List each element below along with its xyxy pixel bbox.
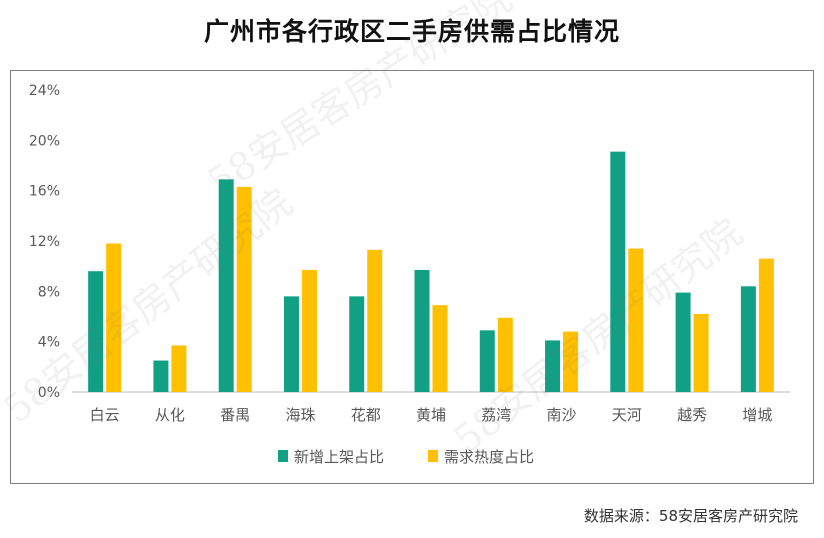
bar-demand bbox=[171, 345, 187, 392]
bar-demand bbox=[497, 317, 513, 392]
x-tick-label: 天河 bbox=[612, 406, 642, 424]
y-tick-label: 20% bbox=[29, 133, 60, 149]
x-tick-label: 南沙 bbox=[547, 406, 577, 424]
x-tick-label: 增城 bbox=[742, 406, 772, 424]
bar-demand bbox=[106, 243, 122, 392]
bar-supply bbox=[479, 330, 495, 392]
bar-supply bbox=[218, 179, 234, 392]
y-tick-label: 8% bbox=[38, 284, 60, 300]
bar-supply bbox=[610, 151, 626, 392]
bar-demand bbox=[236, 186, 252, 392]
chart-title: 广州市各行政区二手房供需占比情况 bbox=[203, 17, 620, 46]
y-tick-label: 12% bbox=[29, 234, 60, 250]
y-tick-label: 24% bbox=[29, 83, 60, 99]
x-tick-label: 花都 bbox=[351, 406, 381, 424]
bar-supply bbox=[545, 340, 561, 392]
legend-swatch bbox=[428, 450, 438, 462]
bar-demand bbox=[432, 305, 448, 392]
bar-supply bbox=[414, 269, 430, 392]
legend-label: 需求热度占比 bbox=[444, 448, 534, 466]
bar-supply bbox=[88, 271, 104, 392]
source-note: 数据来源：58安居客房产研究院 bbox=[583, 507, 798, 525]
x-tick-label: 番禺 bbox=[220, 406, 250, 424]
legend-label: 新增上架占比 bbox=[294, 448, 384, 466]
x-tick-label: 海珠 bbox=[285, 406, 315, 424]
bar-demand bbox=[628, 248, 644, 392]
x-tick-label: 从化 bbox=[155, 406, 185, 424]
x-tick-label: 荔湾 bbox=[481, 406, 511, 424]
bar-supply bbox=[283, 296, 299, 392]
legend-swatch bbox=[278, 450, 288, 462]
bar-supply bbox=[349, 296, 365, 392]
x-tick-label: 黄埔 bbox=[416, 406, 446, 424]
bar-supply bbox=[675, 292, 691, 392]
y-tick-label: 4% bbox=[38, 335, 60, 351]
chart-frame bbox=[10, 70, 814, 484]
bar-demand bbox=[693, 313, 709, 392]
y-tick-label: 0% bbox=[38, 385, 60, 401]
x-tick-label: 白云 bbox=[90, 406, 120, 424]
bar-supply bbox=[153, 360, 169, 392]
bar-demand bbox=[367, 249, 383, 392]
bar-demand bbox=[301, 269, 317, 392]
bar-demand bbox=[563, 331, 579, 392]
x-tick-label: 越秀 bbox=[677, 406, 707, 424]
bar-demand bbox=[758, 258, 774, 392]
bar-supply bbox=[740, 286, 756, 392]
y-tick-label: 16% bbox=[29, 184, 60, 200]
